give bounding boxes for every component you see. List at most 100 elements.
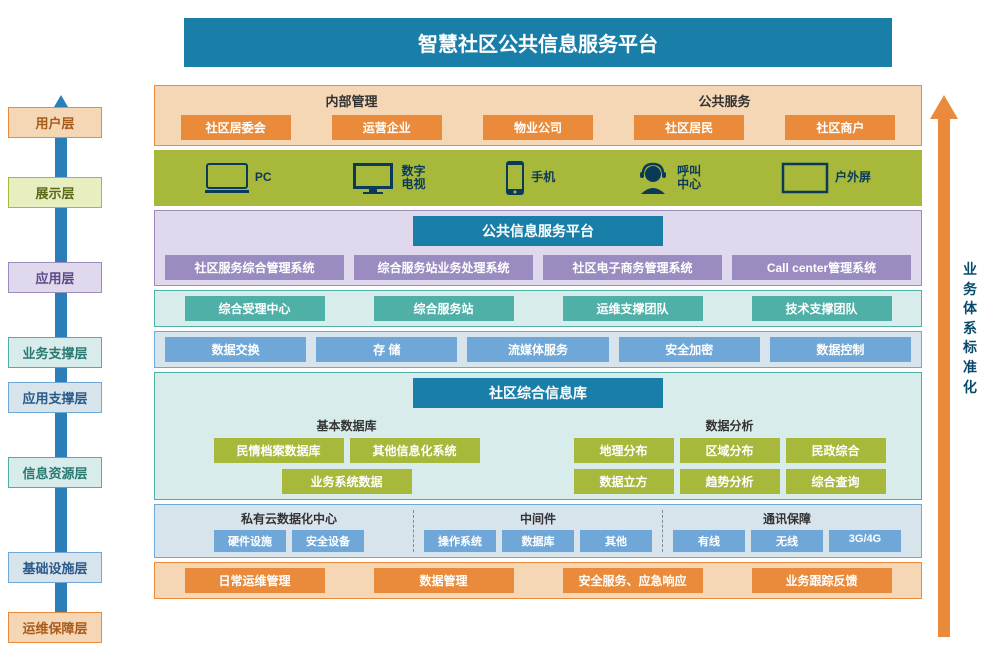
main-diagram: 智慧社区公共信息服务平台 内部管理公共服务 社区居委会运营企业物业公司社区居民社… xyxy=(154,18,922,603)
chip: 3G/4G xyxy=(829,530,901,552)
chip: 数据立方 xyxy=(574,469,674,494)
pc-icon xyxy=(205,162,249,194)
chip: 安全设备 xyxy=(292,530,364,552)
chip: 数据交换 xyxy=(165,337,306,362)
layer-label: 应用层 xyxy=(8,262,102,293)
chip: 硬件设施 xyxy=(214,530,286,552)
infra-group: 私有云数据化中心硬件设施安全设备 xyxy=(165,510,413,552)
chip: 安全服务、应急响应 xyxy=(563,568,703,593)
chip: 数据控制 xyxy=(770,337,911,362)
chip: 综合服务站 xyxy=(374,296,514,321)
chip: 流媒体服务 xyxy=(467,337,608,362)
chip: 社区居委会 xyxy=(181,115,291,140)
chip: 数据库 xyxy=(502,530,574,552)
info-right-items: 地理分布区域分布民政综合数据立方趋势分析综合查询 xyxy=(548,438,911,494)
callcenter-icon xyxy=(635,160,671,196)
phone-icon xyxy=(505,160,525,196)
info-left-title: 基本数据库 xyxy=(165,417,528,434)
chip: 业务系统数据 xyxy=(282,469,412,494)
user-heading: 内部管理 xyxy=(165,91,538,110)
layer-label: 业务支撑层 xyxy=(8,337,102,368)
chip: 综合服务站业务处理系统 xyxy=(354,255,533,280)
user-heading: 公共服务 xyxy=(538,91,911,110)
pc-device: PC xyxy=(205,162,272,194)
info-layer-row: 社区综合信息库 基本数据库 民情档案数据库其他信息化系统业务系统数据 数据分析 … xyxy=(154,372,922,500)
infra-group: 通讯保障有线无线 3G/4G xyxy=(662,510,911,552)
infra-group: 中间件操作系统数据库其他 xyxy=(413,510,662,552)
device-label: 户外屏 xyxy=(835,171,871,184)
right-arrow xyxy=(935,95,953,640)
app-layer-row: 公共信息服务平台 社区服务综合管理系统综合服务站业务处理系统社区电子商务管理系统… xyxy=(154,210,922,286)
chip: 区域分布 xyxy=(680,438,780,463)
app-support-items: 数据交换存 储流媒体服务安全加密数据控制 xyxy=(165,337,911,362)
outdoor-device: 户外屏 xyxy=(781,162,871,194)
layer-label: 运维保障层 xyxy=(8,612,102,643)
chip: 其他 xyxy=(580,530,652,552)
app-support-row: 数据交换存 储流媒体服务安全加密数据控制 xyxy=(154,331,922,368)
info-layer-subhead: 社区综合信息库 xyxy=(413,378,663,408)
infra-groups: 私有云数据化中心硬件设施安全设备中间件操作系统数据库其他通讯保障有线无线3G/4… xyxy=(165,510,911,552)
chip: 地理分布 xyxy=(574,438,674,463)
tv-device: 数字电视 xyxy=(351,161,425,195)
biz-support-items: 综合受理中心 综合服务站 运维支撑团队 技术支撑团队 xyxy=(165,296,911,321)
info-left-items: 民情档案数据库其他信息化系统业务系统数据 xyxy=(165,438,528,494)
layer-label: 应用支撑层 xyxy=(8,382,102,413)
infra-group-title: 通讯保障 xyxy=(763,510,811,527)
info-left-col: 基本数据库 民情档案数据库其他信息化系统业务系统数据 xyxy=(165,417,528,494)
chip: 民情档案数据库 xyxy=(214,438,344,463)
device-label: PC xyxy=(255,171,272,184)
tv-icon xyxy=(351,161,395,195)
outdoor-icon xyxy=(781,162,829,194)
chip: 技术支撑团队 xyxy=(752,296,892,321)
info-right-title: 数据分析 xyxy=(548,417,911,434)
app-layer-subhead: 公共信息服务平台 xyxy=(413,216,663,246)
layer-label: 用户层 xyxy=(8,107,102,138)
chip: 其他信息化系统 xyxy=(350,438,480,463)
layer-label: 展示层 xyxy=(8,177,102,208)
chip: 无线 xyxy=(751,530,823,552)
chip: 运维支撑团队 xyxy=(563,296,703,321)
chip: 业务跟踪反馈 xyxy=(752,568,892,593)
callcenter-device: 呼叫中心 xyxy=(635,160,701,196)
info-right-col: 数据分析 地理分布区域分布民政综合数据立方趋势分析综合查询 xyxy=(548,417,911,494)
chip: Call center管理系统 xyxy=(732,255,911,280)
chip: 数据管理 xyxy=(374,568,514,593)
ops-layer-row: 日常运维管理 数据管理 安全服务、应急响应 业务跟踪反馈 xyxy=(154,562,922,599)
chip: 存 储 xyxy=(316,337,457,362)
chip: 日常运维管理 xyxy=(185,568,325,593)
chip: 趋势分析 xyxy=(680,469,780,494)
user-layer-items: 社区居委会 运营企业 物业公司 社区居民 社区商户 xyxy=(165,115,911,140)
device-list: PC 数字电视 手机 呼叫中心 户外屏 xyxy=(165,156,911,200)
device-label: 呼叫中心 xyxy=(677,165,701,191)
layer-label: 基础设施层 xyxy=(8,552,102,583)
chip: 社区居民 xyxy=(634,115,744,140)
chip: 有线 xyxy=(673,530,745,552)
user-layer-row: 内部管理公共服务 社区居委会 运营企业 物业公司 社区居民 社区商户 xyxy=(154,85,922,146)
layer-label: 信息资源层 xyxy=(8,457,102,488)
ops-layer-items: 日常运维管理 数据管理 安全服务、应急响应 业务跟踪反馈 xyxy=(165,568,911,593)
chip: 物业公司 xyxy=(483,115,593,140)
chip: 社区电子商务管理系统 xyxy=(543,255,722,280)
chip: 社区商户 xyxy=(785,115,895,140)
infra-group-title: 中间件 xyxy=(520,510,556,527)
infra-group-title: 私有云数据化中心 xyxy=(241,510,337,527)
chip: 操作系统 xyxy=(424,530,496,552)
chip: 社区服务综合管理系统 xyxy=(165,255,344,280)
infra-group-items: 硬件设施安全设备 xyxy=(214,530,364,552)
infra-group-items: 操作系统数据库其他 xyxy=(424,530,652,552)
chip: 安全加密 xyxy=(619,337,760,362)
chip: 运营企业 xyxy=(332,115,442,140)
chip: 综合受理中心 xyxy=(185,296,325,321)
right-vertical-label: 业务体系标准化 xyxy=(960,260,980,397)
biz-support-row: 综合受理中心 综合服务站 运维支撑团队 技术支撑团队 xyxy=(154,290,922,327)
infra-layer-row: 私有云数据化中心硬件设施安全设备中间件操作系统数据库其他通讯保障有线无线3G/4… xyxy=(154,504,922,558)
diagram-title: 智慧社区公共信息服务平台 xyxy=(184,18,892,67)
user-layer-headings: 内部管理公共服务 xyxy=(165,91,911,110)
device-label: 手机 xyxy=(531,171,555,184)
infra-group-items: 有线无线 3G/4G xyxy=(673,530,901,552)
device-label: 数字电视 xyxy=(401,165,425,191)
display-layer-row: PC 数字电视 手机 呼叫中心 户外屏 xyxy=(154,150,922,206)
chip: 综合查询 xyxy=(786,469,886,494)
app-layer-items: 社区服务综合管理系统综合服务站业务处理系统社区电子商务管理系统 Call cent… xyxy=(165,255,911,280)
phone-device: 手机 xyxy=(505,160,555,196)
